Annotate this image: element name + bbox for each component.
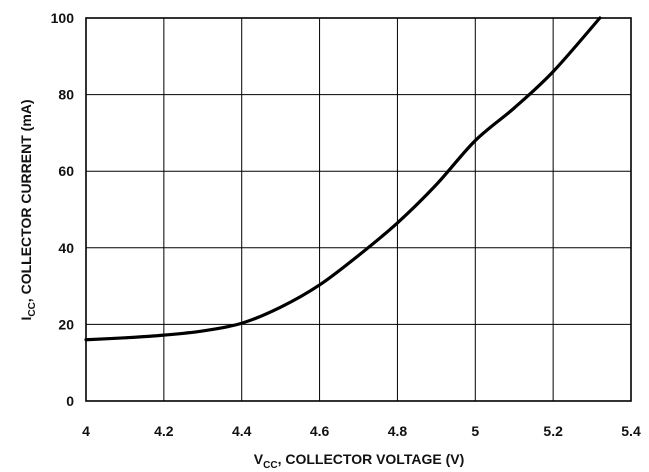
x-axis-title-subscript: CC <box>263 460 277 471</box>
x-tick-labels: 4 4.2 4.4 4.6 4.8 5 5.2 5.4 <box>82 423 641 439</box>
x-tick-label: 5.2 <box>543 423 563 439</box>
x-axis-title-main: V <box>254 451 264 467</box>
series-layer <box>84 16 602 342</box>
y-axis-title-main: I <box>18 317 34 321</box>
y-tick-label: 80 <box>58 87 74 103</box>
x-tick-label: 4.6 <box>310 423 330 439</box>
y-tick-labels: 0 20 40 60 80 100 <box>51 10 75 409</box>
x-axis-title: VCC, COLLECTOR VOLTAGE (V) <box>254 451 464 471</box>
y-tick-label: 100 <box>51 10 75 26</box>
x-tick-label: 4.4 <box>232 423 252 439</box>
x-tick-label: 4.8 <box>388 423 408 439</box>
y-tick-label: 40 <box>58 240 74 256</box>
y-tick-label: 0 <box>66 393 74 409</box>
series-line <box>84 16 602 342</box>
y-tick-label: 20 <box>58 316 74 332</box>
x-tick-label: 4.2 <box>154 423 174 439</box>
plot-frame <box>85 17 632 402</box>
y-axis-title: ICC, COLLECTOR CURRENT (mA) <box>18 99 38 320</box>
x-tick-label: 5.4 <box>621 423 641 439</box>
x-tick-label: 5 <box>471 423 479 439</box>
y-axis-title-subscript: CC <box>27 302 38 316</box>
x-axis-title-rest: , COLLECTOR VOLTAGE (V) <box>278 451 465 467</box>
y-axis-title-rest: , COLLECTOR CURRENT (mA) <box>18 99 34 302</box>
y-tick-label: 60 <box>58 163 74 179</box>
x-tick-label: 4 <box>82 423 90 439</box>
